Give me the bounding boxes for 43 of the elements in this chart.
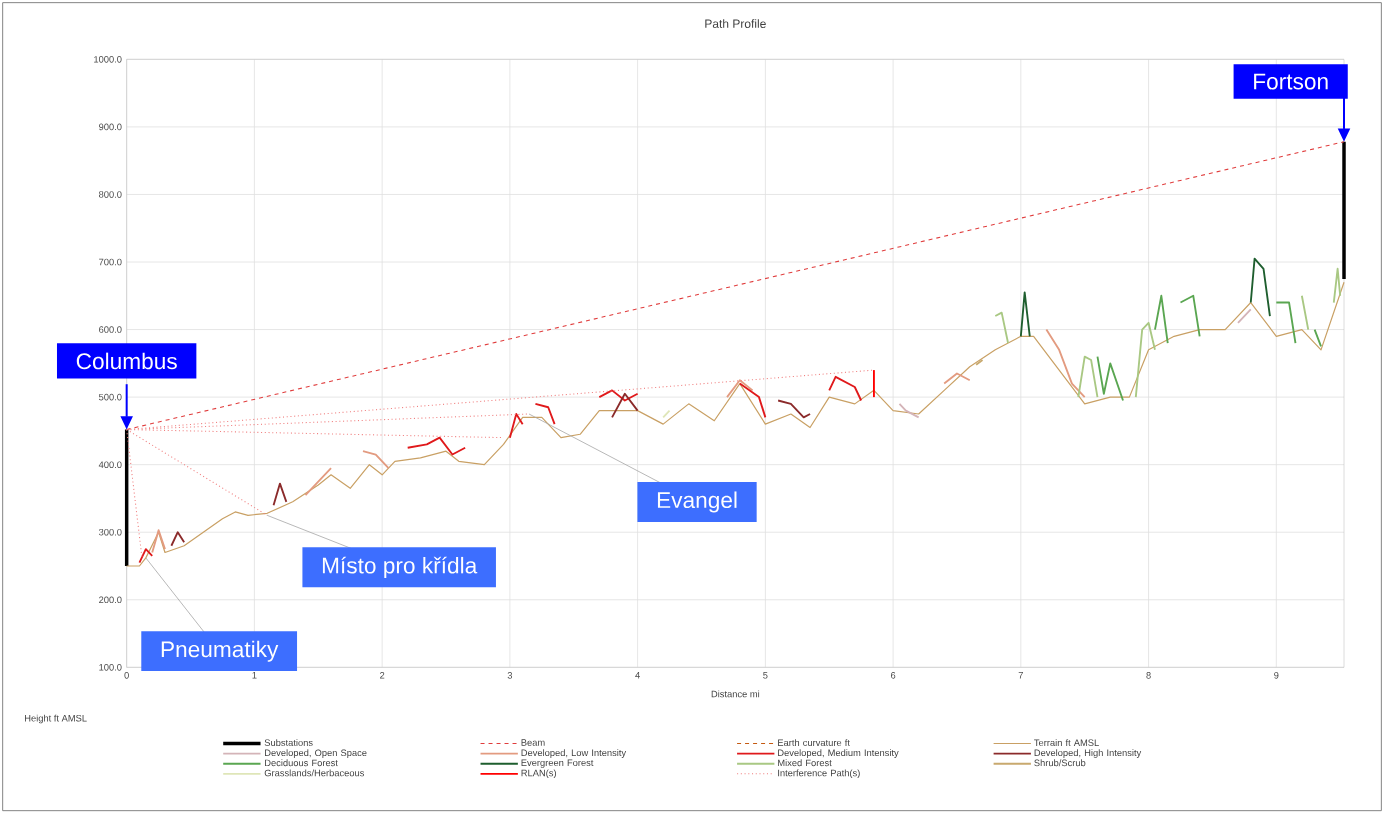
annotation: Evangel — [657, 491, 737, 513]
y-tick-label: 100.0 — [99, 663, 122, 671]
x-tick-label: 1 — [252, 671, 257, 679]
legend-label: Earth curvature ft — [778, 738, 850, 746]
y-tick-label: 500.0 — [98, 393, 122, 401]
y-tick-label: 700.0 — [99, 258, 122, 266]
legend-label: Terrain ft AMSL — [1034, 738, 1099, 746]
y-tick-label: 900.0 — [99, 123, 122, 131]
legend-label: Evergreen Forest — [521, 759, 594, 768]
annotation: Pneumatiky — [161, 640, 279, 662]
legend-label: Substations — [264, 738, 313, 746]
legend-label: Developed, Open Space — [265, 749, 367, 758]
legend-label: Interference Path(s) — [778, 769, 860, 778]
x-tick-label: 7 — [1018, 671, 1023, 679]
y-tick-label: 800.0 — [99, 191, 122, 198]
legend-label: Developed, High Intensity — [1034, 749, 1142, 758]
y-tick-label: 300.0 — [98, 528, 122, 536]
y-tick-label: 1000.0 — [94, 55, 122, 63]
x-tick-label: 0 — [124, 671, 129, 679]
legend-label: RLAN(s) — [521, 769, 556, 778]
y-tick-label: 200.0 — [99, 596, 122, 603]
annotation: Fortson — [1254, 73, 1328, 90]
x-tick-label: 9 — [1274, 671, 1279, 679]
x-tick-label: 5 — [763, 671, 768, 679]
annotation: Columbus — [76, 352, 177, 370]
legend-label: Developed, Medium Intensity — [778, 749, 899, 758]
legend-label: Mixed Forest — [778, 759, 832, 767]
y-tick-label: 600.0 — [99, 326, 122, 333]
x-tick-label: 3 — [507, 671, 513, 679]
legend-label: Deciduous Forest — [265, 759, 338, 767]
text: Height ft AMSL — [25, 714, 87, 724]
legend-label: Beam — [521, 739, 545, 746]
x-tick-label: 2 — [380, 671, 385, 679]
legend-label: Developed, Low Intensity — [521, 749, 627, 758]
chart-title: Path Profile — [705, 18, 766, 28]
x-tick-label: 6 — [890, 671, 896, 679]
x-tick-label: 8 — [1146, 671, 1151, 679]
legend-label: Grasslands/Herbaceous — [264, 769, 365, 777]
x-tick-label: 4 — [635, 671, 640, 679]
y-tick-label: 400.0 — [98, 461, 122, 468]
x-axis-title: Distance mi — [711, 690, 760, 698]
legend-label: Shrub/Scrub — [1034, 759, 1086, 767]
annotation: Místo pro křídla — [322, 556, 478, 578]
